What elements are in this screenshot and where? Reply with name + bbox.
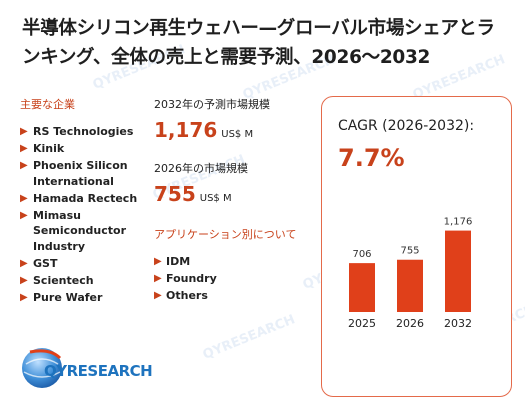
tick-label-2025: 2025 <box>348 317 376 330</box>
watermark: QYRESEARCH <box>200 312 298 363</box>
bullet-arrow-icon: ▶ <box>154 256 162 267</box>
bar-2026 <box>397 259 423 312</box>
tick-label-2032: 2032 <box>444 317 472 330</box>
qyresearch-logo <box>22 348 62 388</box>
bullet-arrow-icon: ▶ <box>20 126 28 137</box>
cagr-panel <box>321 96 512 397</box>
company-item: ▶ Hamada Rectech <box>20 191 152 207</box>
application-item: ▶ Foundry <box>154 270 217 287</box>
company-item: ▶ Mimasu Semiconductor Industry <box>20 208 152 255</box>
company-item: ▶ GST <box>20 256 152 272</box>
company-item: ▶ RS Technologies <box>20 124 152 140</box>
company-item-label: Phoenix Silicon International <box>33 159 128 188</box>
application-item: ▶ IDM <box>154 253 217 270</box>
company-item: ▶ Kinik <box>20 141 152 157</box>
application-item-label: Others <box>166 289 208 302</box>
company-item: ▶ Scientech <box>20 273 152 289</box>
market-2026-label: 2026年の市場規模 <box>154 162 248 175</box>
data-label-2026: 755 <box>400 246 419 257</box>
application-list: ▶ IDM ▶ Foundry ▶ Others <box>154 253 217 304</box>
bullet-arrow-icon: ▶ <box>20 274 28 286</box>
cagr-value: 7.7% <box>338 144 405 172</box>
cagr-label: CAGR (2026-2032): <box>338 118 475 134</box>
company-list: ▶ RS Technologies ▶ Kinik ▶ Phoenix Silicon I… <box>20 124 152 307</box>
market-2032-value: 1,176 US$ M <box>154 118 253 142</box>
market-2032-label: 2032年の予測市場規模 <box>154 98 270 111</box>
company-item-label: RS Technologies <box>33 125 134 138</box>
companies-heading: 主要な企業 <box>20 98 75 111</box>
data-label-2025: 706 <box>352 249 371 260</box>
bar-2032 <box>445 230 471 312</box>
application-item-label: IDM <box>166 255 191 268</box>
company-item-label: Pure Wafer <box>33 290 103 304</box>
application-item: ▶ Others <box>154 287 217 304</box>
company-item-label: Mimasu Semiconductor Industry <box>33 208 126 253</box>
bullet-arrow-icon: ▶ <box>20 160 28 171</box>
market-2026-value: 755 US$ M <box>154 182 232 206</box>
bullet-arrow-icon: ▶ <box>154 273 162 284</box>
bar-2025 <box>349 263 375 312</box>
market-2026-unit: US$ M <box>199 193 232 204</box>
market-size-bar-chart: 706 2025 755 2026 1,176 2032 <box>348 217 473 330</box>
page-title: 半導体シリコン再生ウェハー—グローバル市場シェアとランキング、全体の売上と需要予… <box>22 18 495 68</box>
company-item-label: Scientech <box>33 273 94 287</box>
market-2032-unit: US$ M <box>221 129 254 140</box>
applications-heading: アプリケーション別について <box>154 228 297 241</box>
company-item: ▶ Pure Wafer <box>20 290 152 306</box>
bullet-arrow-icon: ▶ <box>20 291 28 303</box>
bullet-arrow-icon: ▶ <box>20 257 28 269</box>
company-item: ▶ Phoenix Silicon International <box>20 158 152 189</box>
bullet-arrow-icon: ▶ <box>20 209 28 221</box>
bullet-arrow-icon: ▶ <box>20 192 28 204</box>
tick-label-2026: 2026 <box>396 317 424 330</box>
data-label-2032: 1,176 <box>444 217 473 228</box>
market-2032-number: 1,176 <box>154 118 218 142</box>
company-item-label: Hamada Rectech <box>33 191 138 205</box>
bullet-arrow-icon: ▶ <box>154 290 162 301</box>
bullet-arrow-icon: ▶ <box>20 143 28 154</box>
application-item-label: Foundry <box>166 272 217 285</box>
logo-text: QYRESEARCH <box>44 362 153 380</box>
market-2026-number: 755 <box>154 182 196 206</box>
company-item-label: GST <box>33 256 58 270</box>
company-item-label: Kinik <box>33 142 65 155</box>
